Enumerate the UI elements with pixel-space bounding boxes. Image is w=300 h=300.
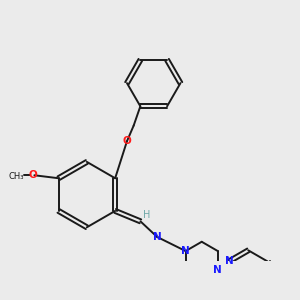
Text: N: N <box>153 232 161 242</box>
Text: N: N <box>181 246 190 256</box>
Text: CH₃: CH₃ <box>9 172 24 181</box>
Text: N: N <box>213 265 222 275</box>
Text: O: O <box>28 170 37 180</box>
Text: N: N <box>225 256 233 266</box>
Text: H: H <box>143 210 150 220</box>
Text: O: O <box>123 136 131 146</box>
